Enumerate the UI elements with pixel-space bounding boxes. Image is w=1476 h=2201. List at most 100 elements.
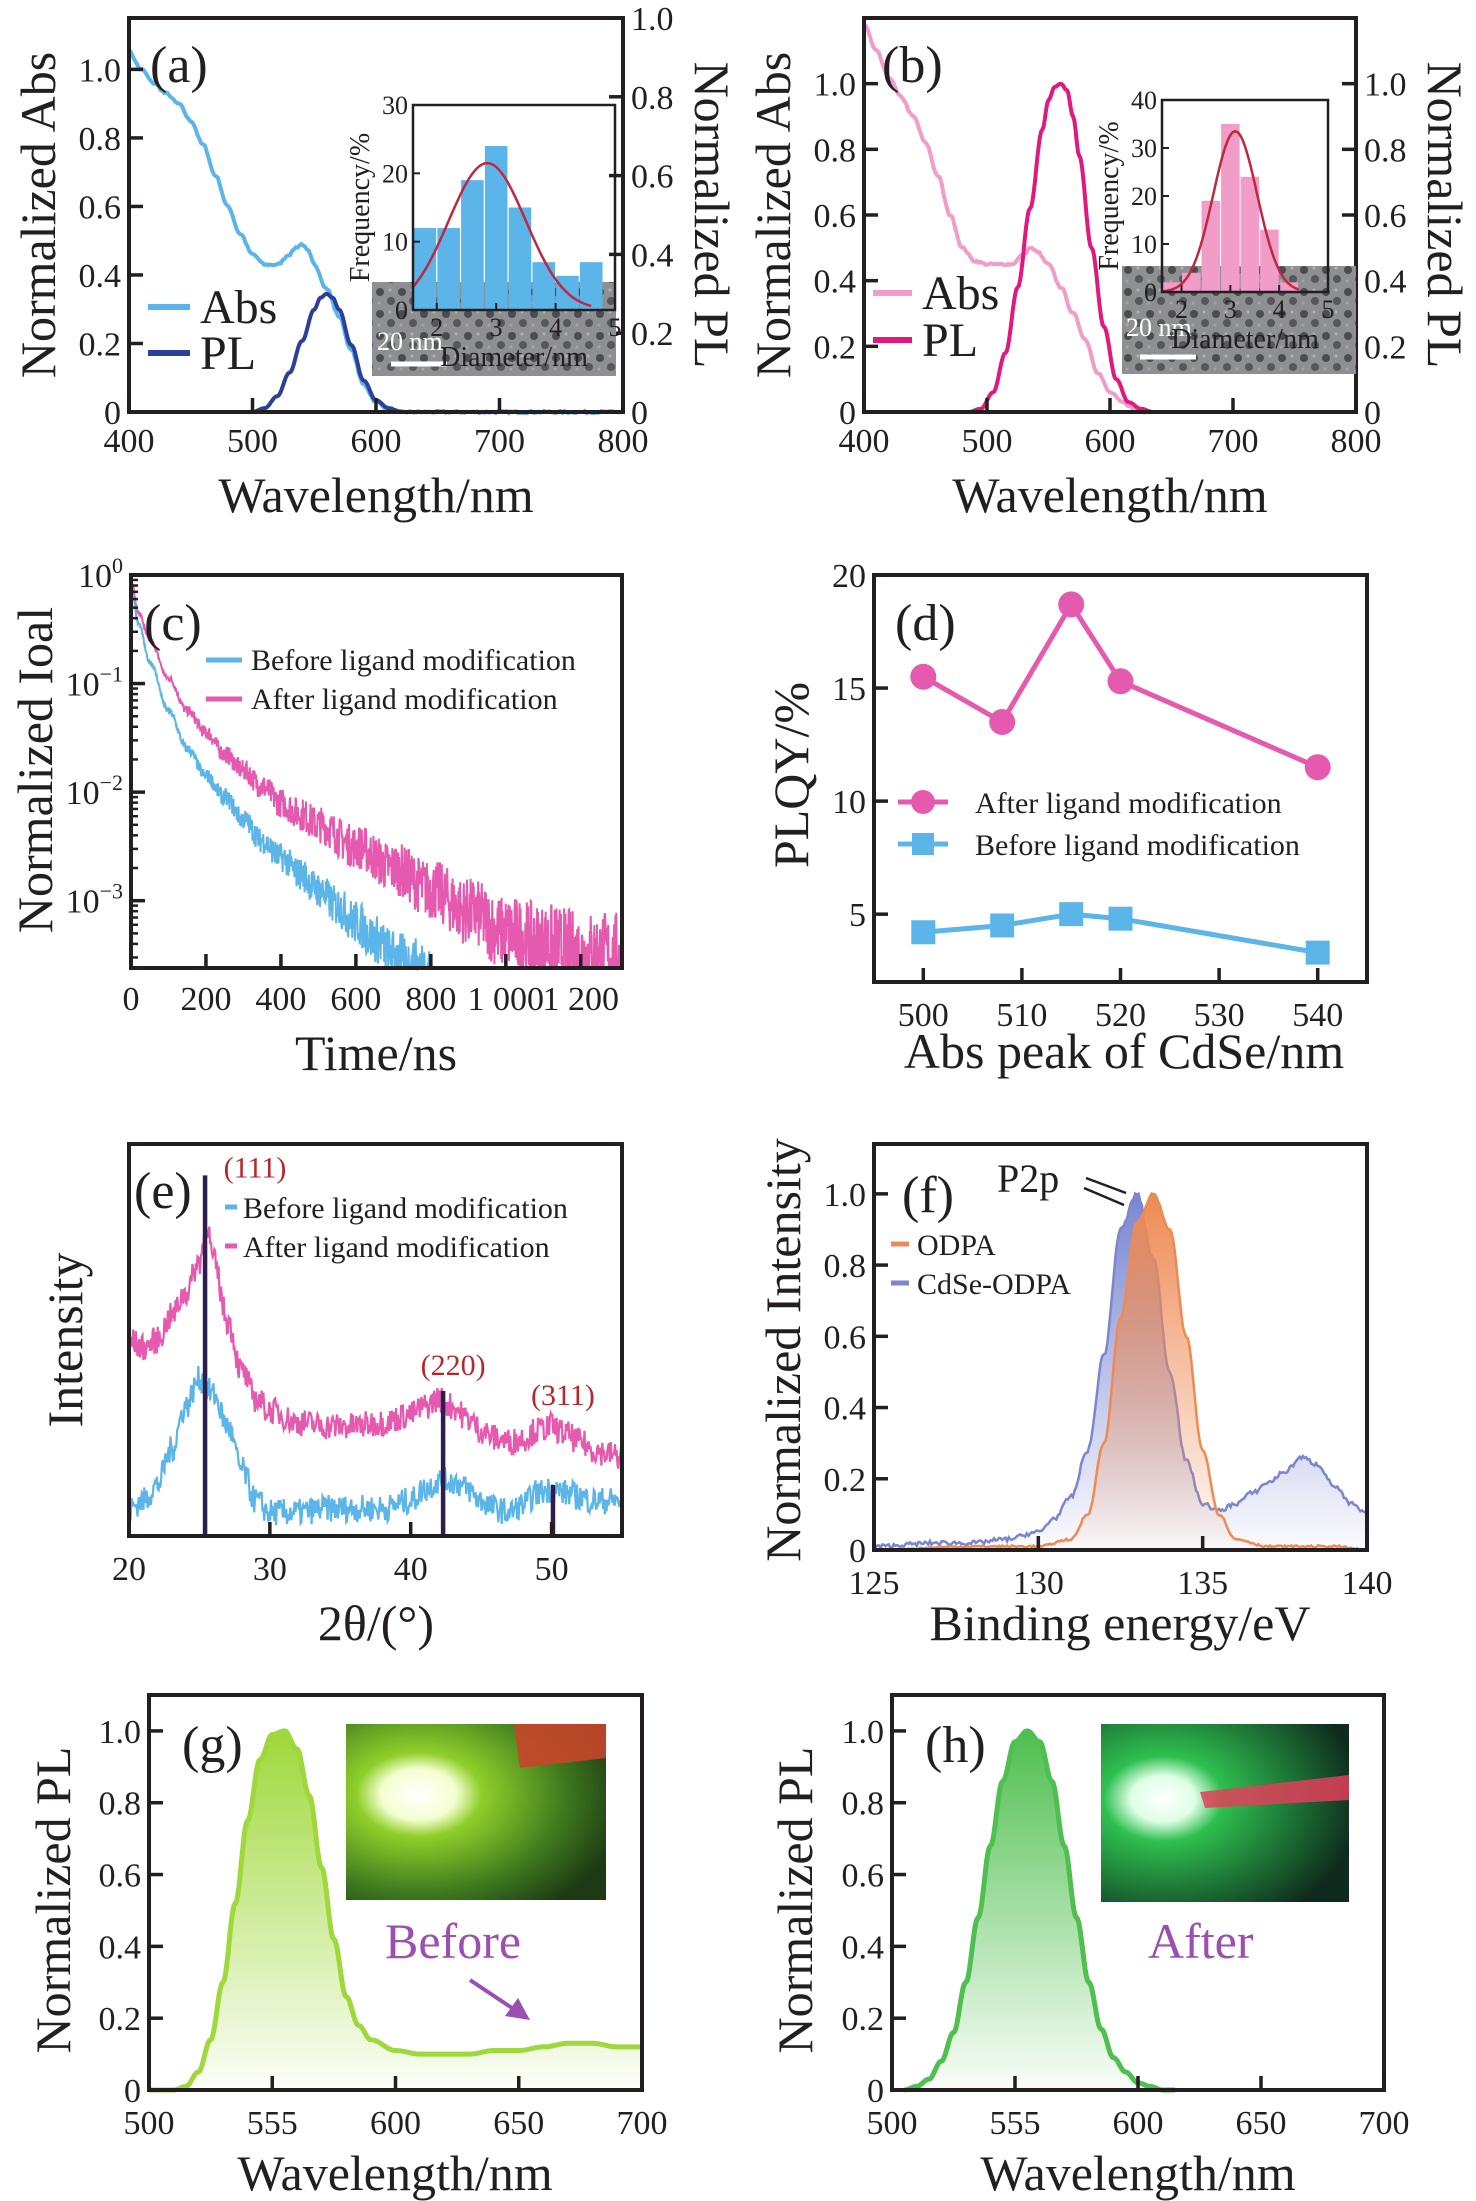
inset-x-tick-label: 2 — [430, 313, 443, 342]
panel-g: 500 555 600 650 700 0 0.2 0.4 0.6 0.8 1.0 (g) Befo… — [25, 1693, 668, 2201]
y-tick-c-label: 10−2 — [66, 770, 123, 812]
x-tick-f-label: 125 — [849, 1565, 900, 1602]
x-tick-a-label: 700 — [474, 423, 525, 460]
x-tick-f-label: 135 — [1177, 1565, 1228, 1602]
x-axis-title-g: Wavelength/nm — [237, 2145, 552, 2201]
series-line-cdse-odpa — [873, 1191, 1369, 1550]
plot-area-c — [130, 577, 623, 972]
x-axis-title-b: Wavelength/nm — [952, 467, 1267, 523]
y-tick-f-label: 0 — [849, 1533, 866, 1570]
histogram-bar — [1162, 282, 1182, 292]
y-axis-title-d: PLQY/% — [763, 682, 819, 868]
data-point-after — [1058, 591, 1085, 618]
data-point-before — [911, 920, 936, 945]
x-tick-h-label: 650 — [1236, 2105, 1287, 2142]
series-decay-before — [130, 585, 432, 972]
data-point-after — [989, 708, 1016, 735]
x-axis-title-f: Binding energy/eV — [930, 1595, 1311, 1651]
y2-tick-a-label: 0.6 — [631, 159, 674, 196]
data-point-after — [910, 663, 937, 690]
x-tick-b-label: 400 — [839, 423, 890, 460]
legend-f: ODPA CdSe-ODPA — [891, 1229, 1071, 1301]
y-axis-title-b: Normalized Abs — [745, 52, 801, 378]
x-tick-d-label: 520 — [1095, 997, 1146, 1034]
x-tick-f-label: 140 — [1342, 1565, 1393, 1602]
panel-label-h: (h) — [925, 1717, 986, 1774]
series-line-odpa — [873, 1191, 1368, 1552]
legend-label-abs-a: Abs — [200, 281, 277, 334]
y2-tick-b-label: 0.2 — [1364, 329, 1407, 366]
histogram-bar — [532, 262, 555, 310]
axis-box-e — [127, 1142, 624, 1538]
panel-a: 400 500 600 700 80000.20.40.60.81.000.20.40.… — [10, 1, 740, 523]
legend-label-cdse-odpa: CdSe-ODPA — [917, 1268, 1071, 1301]
y-tick-h-label: 0.4 — [842, 1929, 885, 1966]
legend-d: After ligand modification Before ligand … — [898, 787, 1300, 862]
before-annotation: Before — [385, 1913, 521, 1969]
gaussian-fit-curve — [412, 161, 592, 308]
y2-tick-b-label: 0.4 — [1364, 264, 1407, 301]
pl-line-g — [149, 1728, 642, 2093]
axis-box-c — [129, 573, 624, 970]
y2-tick-b-label: 0.8 — [1364, 132, 1407, 169]
histogram-bar — [484, 146, 508, 310]
inset-y-tick-label: 0 — [395, 296, 408, 325]
plot-area-g — [149, 1728, 642, 2093]
panel-label-f: (f) — [902, 1167, 954, 1224]
inset-x-tick-label: 5 — [609, 313, 622, 342]
y-tick-h-label: 0.2 — [842, 2001, 885, 2038]
histogram-bar — [1260, 229, 1279, 292]
histogram-bar — [1240, 176, 1260, 292]
y-tick-a-label: 0.2 — [79, 326, 122, 363]
x-tick-h-label: 500 — [867, 2105, 918, 2142]
y2-tick-b-label: 0 — [1364, 395, 1381, 432]
inset-y-tick-label: 30 — [382, 91, 408, 120]
after-annotation: After — [1148, 1913, 1254, 1969]
histogram-bar — [461, 180, 484, 310]
inset-x-title: Diameter/nm — [440, 342, 588, 373]
legend-a: Abs PL — [148, 281, 277, 380]
before-arrow-head — [505, 1998, 530, 2020]
y-tick-h-label: 0.8 — [842, 1786, 885, 1823]
y-axis-title-c: Normalized Ioal — [7, 607, 63, 933]
inset-y-title: Frequency/% — [1094, 121, 1125, 270]
series-area-odpa — [874, 1193, 1367, 1550]
y-tick-h-label: 0 — [867, 2073, 884, 2110]
y-axis-title-a: Normalized Abs — [10, 52, 66, 378]
inset-x-tick-label: 2 — [1175, 295, 1188, 324]
ticks-f: 125 130 135 140 0 0.2 0.4 0.6 0.8 1.0 — [824, 1177, 1393, 1602]
panel-b: 400 500 600 700 80000.20.40.60.81.000.20.40.… — [745, 16, 1473, 523]
histogram-bar — [508, 207, 532, 310]
histogram-bar — [1221, 124, 1240, 292]
inset-y-tick-label: 30 — [1131, 134, 1157, 163]
x-axis-title-c: Time/ns — [295, 1025, 457, 1081]
hkl-label: (111) — [224, 1151, 287, 1184]
data-point-before — [1305, 940, 1330, 965]
legend-e: Before ligand modification After ligand … — [225, 1192, 568, 1264]
y-tick-f-label: 1.0 — [824, 1177, 867, 1214]
x-tick-d-label: 510 — [996, 997, 1047, 1034]
x-tick-g-label: 555 — [247, 2105, 298, 2142]
x-tick-d-label: 530 — [1194, 997, 1245, 1034]
legend-label-after-d: After ligand modification — [975, 787, 1282, 820]
inset-y-tick-label: 10 — [1131, 230, 1157, 259]
panel-e: 20 30 40 50 (e) 2θ/(°) Intensity Before lig… — [37, 1142, 624, 1651]
y-axis-title-f: Normalized Intensity — [755, 1138, 811, 1562]
y2-tick-a-label: 0 — [631, 395, 648, 432]
p2p-pointer-2 — [1083, 1186, 1125, 1207]
axis-box-f — [872, 1142, 1369, 1552]
legend-label-abs-b: Abs — [922, 267, 999, 320]
y2-tick-a-label: 1.0 — [631, 1, 674, 38]
y-tick-g-label: 0.6 — [99, 1858, 142, 1895]
x-tick-a-label: 600 — [351, 423, 402, 460]
y-axis-title-h: Normalized PL — [767, 1747, 823, 2054]
inset-histogram-b: 2 3 4 5 0 10 20 30 40 Diameter/nm Frequency/% — [1094, 86, 1335, 355]
hkl-label: (311) — [531, 1379, 595, 1412]
plot-area-b — [862, 22, 1154, 415]
legend-b: Abs PL — [873, 267, 999, 367]
y2-tick-b-label: 1.0 — [1364, 67, 1407, 104]
y-tick-f-label: 0.6 — [824, 1319, 867, 1356]
